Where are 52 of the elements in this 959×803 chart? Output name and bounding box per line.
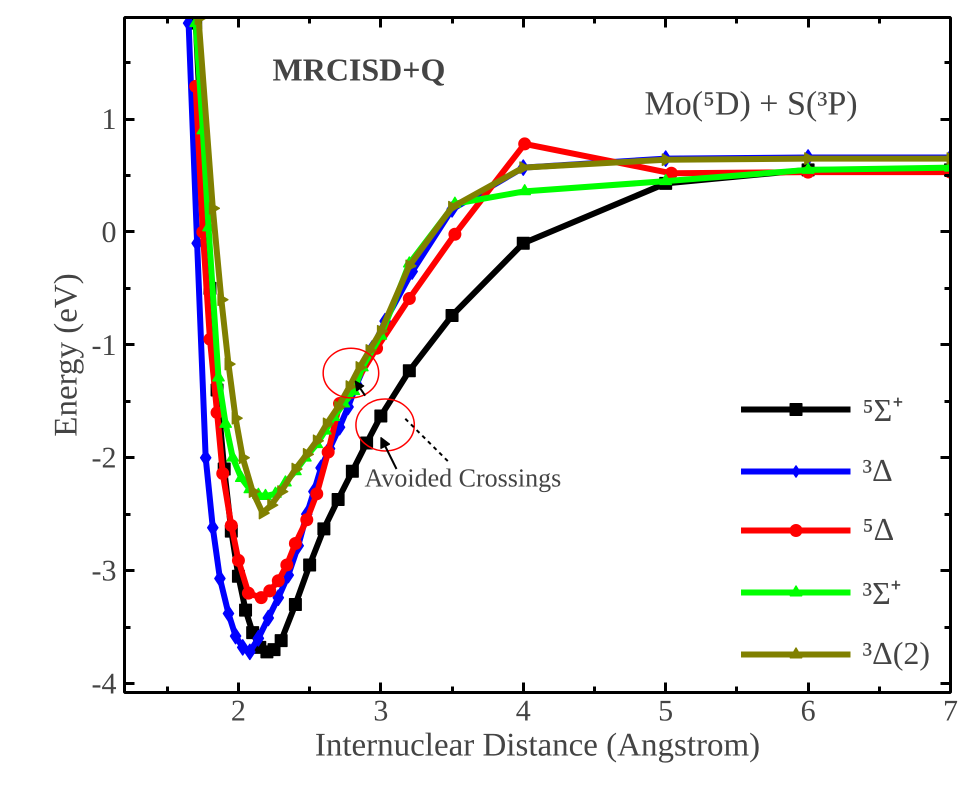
point xyxy=(288,598,302,611)
point xyxy=(242,586,255,600)
point xyxy=(346,464,359,478)
point xyxy=(224,518,238,532)
y-tick-label: -1 xyxy=(92,328,117,362)
point xyxy=(332,492,345,506)
point xyxy=(272,589,284,606)
point xyxy=(310,487,324,500)
point xyxy=(317,522,330,536)
y-axis-title: Energy (eV) xyxy=(48,273,85,437)
point xyxy=(300,513,314,526)
point xyxy=(262,610,274,626)
x-tick-label: 7 xyxy=(943,694,958,728)
x-tick-label: 3 xyxy=(373,694,388,728)
legend-label: ⁵Δ xyxy=(862,511,894,548)
point xyxy=(216,467,230,480)
annotation: Mo(⁵D) + S(³P) xyxy=(644,86,858,122)
point xyxy=(516,236,530,250)
point xyxy=(254,591,268,604)
point xyxy=(288,537,302,550)
y-tick-label: -4 xyxy=(92,667,117,700)
point xyxy=(402,364,416,378)
text: MRCISD+Q xyxy=(272,52,446,88)
legend-label: ³Σ⁺ xyxy=(862,574,902,613)
y-tick-label: -2 xyxy=(92,442,117,475)
point xyxy=(446,308,459,322)
annotation: Avoided Crossings xyxy=(364,464,562,492)
point xyxy=(303,558,316,572)
y-tick-label: 1 xyxy=(102,103,116,136)
legend-label: ³Δ(2) xyxy=(862,635,930,672)
legend-label: ³Δ xyxy=(862,452,893,489)
point xyxy=(239,604,252,617)
y-tick-label: 0 xyxy=(102,216,116,249)
x-axis-title: Internuclear Distance (Angstrom) xyxy=(314,728,760,764)
point xyxy=(272,574,285,588)
point xyxy=(374,409,388,422)
x-tick-label: 2 xyxy=(230,694,246,728)
point xyxy=(232,554,245,567)
point xyxy=(402,292,416,306)
x-tick-label: 4 xyxy=(516,694,531,728)
legend-label: ⁵Σ⁺ xyxy=(862,391,904,430)
x-tick-label: 6 xyxy=(800,694,816,728)
point xyxy=(236,638,249,656)
point xyxy=(322,446,335,459)
point xyxy=(280,558,294,572)
point xyxy=(263,584,276,598)
point xyxy=(274,634,288,648)
point xyxy=(244,643,256,660)
point xyxy=(518,137,532,150)
x-tick-label: 5 xyxy=(658,694,674,728)
y-tick-label: -3 xyxy=(92,554,117,588)
point xyxy=(448,228,462,241)
